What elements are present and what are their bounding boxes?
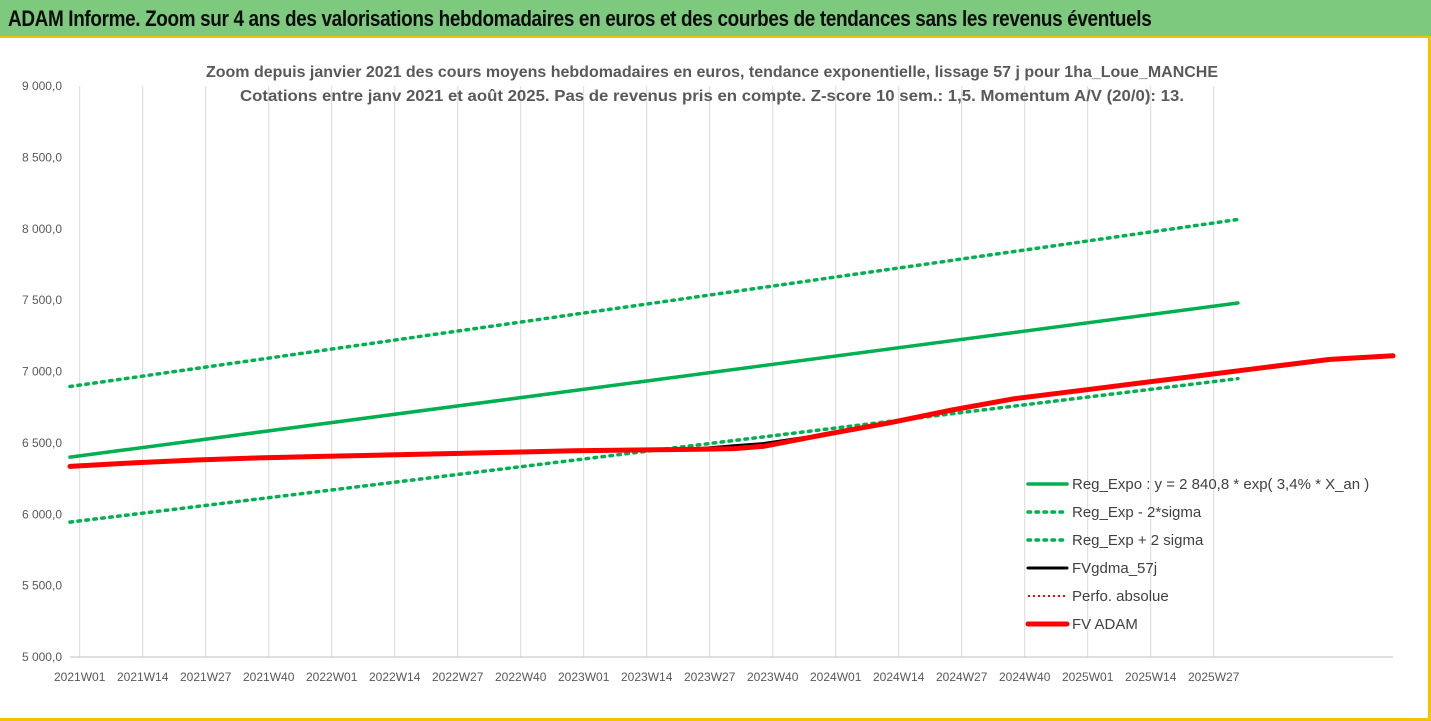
y-tick-label: 6 500,0 xyxy=(22,436,62,450)
legend-label: Perfo. absolue xyxy=(1072,588,1169,605)
series-line-1 xyxy=(68,376,1240,524)
x-tick-label: 2022W01 xyxy=(306,670,358,684)
y-tick-label: 6 000,0 xyxy=(22,507,62,521)
x-tick-label: 2024W14 xyxy=(873,670,925,684)
y-tick-label: 8 500,0 xyxy=(22,150,62,164)
y-tick-label: 5 000,0 xyxy=(22,650,62,664)
x-tick-label: 2021W27 xyxy=(180,670,232,684)
x-tick-label: 2023W40 xyxy=(747,670,799,684)
x-tick-label: 2021W01 xyxy=(54,670,106,684)
x-tick-label: 2022W14 xyxy=(369,670,421,684)
legend-label: FV ADAM xyxy=(1072,616,1138,633)
legend-label: Reg_Expo : y = 2 840,8 * exp( 3,4% * X_a… xyxy=(1072,476,1369,493)
x-tick-label: 2025W01 xyxy=(1062,670,1114,684)
x-tick-label: 2024W27 xyxy=(936,670,988,684)
chart-frame xyxy=(0,38,1431,721)
chart-title-line: Zoom depuis janvier 2021 des cours moyen… xyxy=(206,64,1218,81)
chart-series xyxy=(67,217,1396,524)
x-tick-label: 2024W01 xyxy=(810,670,862,684)
x-tick-label: 2022W27 xyxy=(432,670,484,684)
series-line-0 xyxy=(68,301,1240,459)
x-tick-label: 2024W40 xyxy=(999,670,1051,684)
series-line-5 xyxy=(67,353,1396,469)
y-tick-label: 7 000,0 xyxy=(22,365,62,379)
legend-label: FVgdma_57j xyxy=(1072,560,1157,577)
x-tick-label: 2023W27 xyxy=(684,670,736,684)
y-tick-label: 9 000,0 xyxy=(22,79,62,93)
x-tick-label: 2022W40 xyxy=(495,670,547,684)
y-tick-label: 5 500,0 xyxy=(22,579,62,593)
x-tick-label: 2025W14 xyxy=(1125,670,1177,684)
x-tick-label: 2023W01 xyxy=(558,670,610,684)
x-tick-label: 2025W27 xyxy=(1188,670,1240,684)
chart-title: Zoom depuis janvier 2021 des cours moyen… xyxy=(206,64,1218,105)
report-banner: ADAM Informe. Zoom sur 4 ans des valoris… xyxy=(0,0,1431,38)
report-title: ADAM Informe. Zoom sur 4 ans des valoris… xyxy=(8,6,1152,31)
y-tick-label: 8 000,0 xyxy=(22,222,62,236)
chart-title-line: Cotations entre janv 2021 et août 2025. … xyxy=(240,88,1184,105)
chart-axes: 2021W01 2021W14 2021W27 2021W40 2022W01 2022W… xyxy=(22,79,1393,684)
series-line-2 xyxy=(68,217,1240,389)
legend-label: Reg_Exp + 2 sigma xyxy=(1072,532,1204,549)
chart-grid xyxy=(79,86,1215,657)
legend-label: Reg_Exp - 2*sigma xyxy=(1072,504,1202,521)
y-tick-label: 7 500,0 xyxy=(22,293,62,307)
chart-legend: Reg_Expo : y = 2 840,8 * exp( 3,4% * X_a… xyxy=(1025,476,1369,633)
x-tick-label: 2021W14 xyxy=(117,670,169,684)
x-tick-label: 2023W14 xyxy=(621,670,673,684)
x-tick-label: 2021W40 xyxy=(243,670,295,684)
